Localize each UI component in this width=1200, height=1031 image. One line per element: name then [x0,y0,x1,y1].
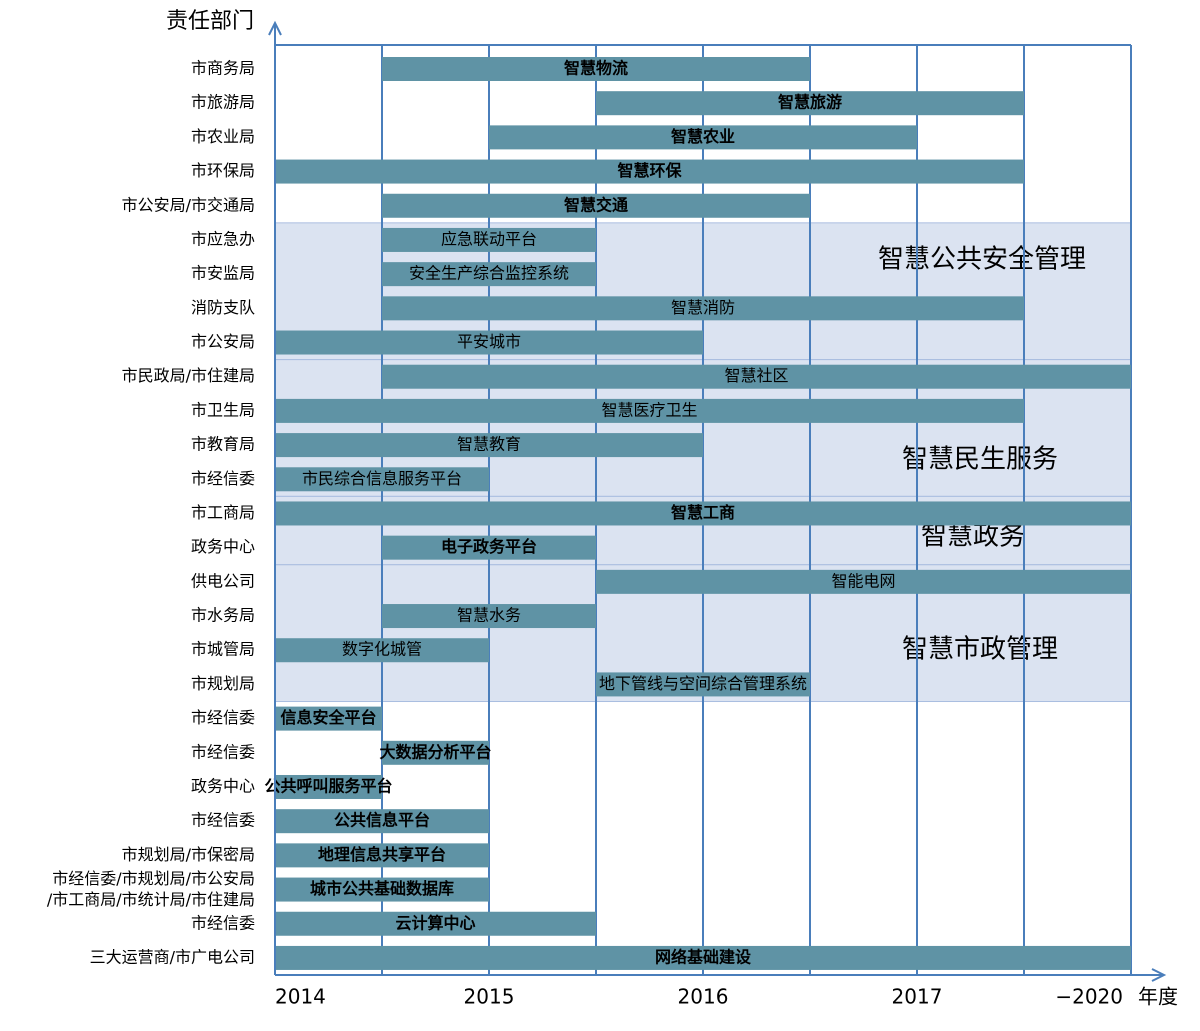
bar-label: 智慧环保 [617,161,682,180]
x-axis-title: 年度 [1138,985,1178,1009]
gantt-bar [596,91,1024,116]
group-label: 智慧民生服务 [902,445,1058,475]
bar-label: 公共信息平台 [334,811,430,830]
gantt-bar [382,740,489,765]
gantt-bar [382,535,596,560]
gantt-bar [489,125,917,150]
gantt-bar [275,945,1131,970]
y-tick-label: 市规划局/市保密局 [122,845,255,864]
y-tick-label: 供电公司 [191,571,255,590]
y-axis-title: 责任部门 [166,9,254,34]
x-tick-label: −2020 [1055,985,1123,1009]
bar-label: 大数据分析平台 [379,742,491,761]
bar-label: 智慧农业 [671,127,735,146]
bar-label: 安全生产综合监控系统 [409,264,569,283]
bar-label: 智慧教育 [457,435,521,454]
y-tick-label: 市旅游局 [191,93,255,112]
x-tick-label: 2015 [464,985,515,1009]
y-tick-label: 市卫生局 [191,400,255,419]
bar-label: 应急联动平台 [441,229,537,248]
bar-label: 智慧消防 [671,298,735,317]
group-label: 智慧市政管理 [902,635,1058,665]
gantt-bar [382,57,810,81]
bar-label: 智慧交通 [564,195,628,214]
y-axis-arrow [268,20,282,36]
y-tick-label: 市经信委 [191,913,255,932]
y-tick-label: 市经信委/市规划局/市公安局 [52,869,255,888]
y-tick-label: 市城管局 [191,640,255,659]
bar-label: 智慧旅游 [778,93,842,112]
y-tick-label: 市经信委 [191,469,255,488]
bar-label: 信息安全平台 [280,708,376,727]
y-tick-label: 市规划局 [191,674,255,693]
gantt-bar [382,364,1131,389]
bar-label: 智慧物流 [564,59,628,78]
gantt-bar [382,604,596,629]
gantt-bar [275,467,489,492]
bar-label: 智能电网 [831,571,895,590]
gantt-bar [275,159,1024,184]
y-tick-label: 三大运营商/市广电公司 [90,947,255,966]
gantt-bar [275,809,489,834]
x-tick-label: 2014 [275,985,326,1009]
group-label: 智慧公共安全管理 [878,245,1086,275]
y-tick-label: 市应急办 [191,229,255,248]
x-tick-label: 2016 [678,985,729,1009]
bar-label: 云计算中心 [395,913,475,932]
bar-label: 智慧医疗卫生 [601,400,697,419]
bar-label: 市民综合信息服务平台 [302,469,462,488]
y-tick-label: 市经信委 [191,742,255,761]
gantt-bar [275,843,489,868]
gantt-bar [275,330,703,355]
y-tick-label: 市商务局 [191,59,255,78]
x-tick-label: 2017 [892,985,943,1009]
y-tick-label: 市教育局 [191,435,255,454]
x-axis-arrow [1151,968,1167,982]
y-tick-label: 政务中心 [191,776,255,795]
y-tick-label: 市经信委 [191,811,255,830]
bar-label: 地理信息共享平台 [318,845,446,864]
bar-label: 数字化城管 [342,640,422,659]
y-tick-label: 市经信委 [191,708,255,727]
gantt-bar [275,398,1024,423]
bar-label: 智慧工商 [671,503,735,522]
gantt-bar [275,774,382,799]
y-tick-label: 市农业局 [191,127,255,146]
group-label: 智慧政务 [921,522,1025,552]
bar-label: 平安城市 [457,332,521,351]
y-tick-label: 市环保局 [191,161,255,180]
y-tick-label: 市民政局/市住建局 [122,366,255,385]
gantt-bar [275,638,489,663]
gantt-bar [382,296,1024,321]
y-tick-label: 市安监局 [191,264,255,283]
gantt-bar [275,877,489,902]
gantt-bar [275,706,382,731]
gantt-bar [596,569,1131,594]
gantt-bar [382,262,596,287]
gantt-bar [596,672,810,697]
y-tick-label: 政务中心 [191,537,255,556]
gantt-bar [275,433,703,458]
bar-label: 网络基础建设 [655,947,752,966]
gantt-bar [382,227,596,252]
y-tick-label: 市公安局 [191,332,255,351]
bar-label: 地下管线与空间综合管理系统 [599,674,807,693]
y-tick-label: 市工商局 [191,503,255,522]
gantt-bar [275,501,1131,526]
y-tick-label: /市工商局/市统计局/市住建局 [47,890,255,909]
bar-label: 智慧社区 [724,366,788,385]
gantt-bar [275,911,596,936]
bar-label: 公共呼叫服务平台 [264,776,392,795]
gantt-bar [382,193,810,218]
y-tick-label: 市水务局 [191,606,255,625]
y-tick-label: 消防支队 [191,298,255,317]
y-tick-label: 市公安局/市交通局 [122,195,255,214]
bar-label: 智慧水务 [457,606,521,625]
bar-label: 电子政务平台 [441,537,537,556]
bar-label: 城市公共基础数据库 [310,879,454,898]
